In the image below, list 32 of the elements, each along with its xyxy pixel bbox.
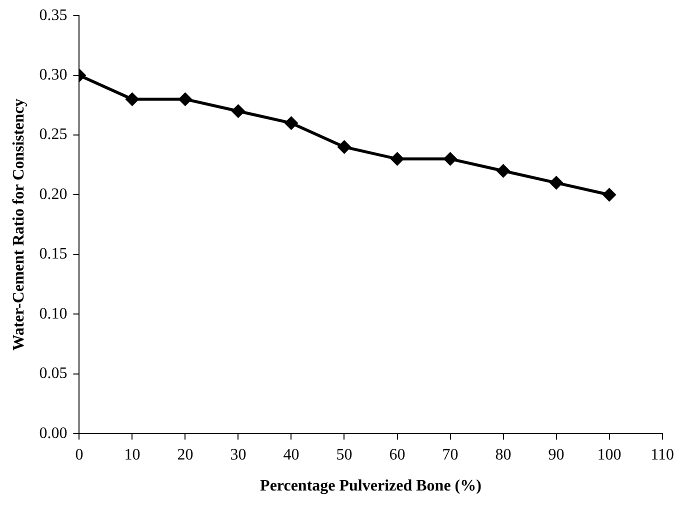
point bbox=[496, 164, 510, 178]
y-tick-label: 0.05 bbox=[39, 365, 68, 382]
point bbox=[231, 104, 246, 118]
point bbox=[602, 188, 616, 202]
y-axis-title: Water-Cement Ratio for Consistency bbox=[10, 98, 28, 351]
point bbox=[178, 92, 192, 106]
y-tick-label: 0.30 bbox=[39, 66, 68, 84]
x-tick-label: 10 bbox=[124, 446, 140, 464]
x-tick-label: 40 bbox=[283, 446, 300, 464]
x-tick-label: 80 bbox=[495, 446, 512, 464]
point bbox=[284, 116, 298, 130]
point bbox=[390, 152, 404, 166]
y-tick-label: 0.10 bbox=[39, 305, 68, 322]
point bbox=[549, 176, 564, 190]
x-tick-label: 50 bbox=[336, 446, 352, 464]
y-tick-label: 0.20 bbox=[39, 186, 68, 203]
y-tick-label: 0.35 bbox=[39, 6, 68, 24]
point bbox=[337, 140, 352, 154]
point bbox=[125, 92, 140, 106]
x-tick-label: 0 bbox=[75, 446, 84, 464]
y-tick-label: 0.00 bbox=[39, 424, 68, 442]
x-tick-label: 70 bbox=[442, 446, 458, 464]
y-tick-label: 0.25 bbox=[39, 126, 68, 144]
x-tick-label: 30 bbox=[230, 446, 246, 464]
y-tick-label: 0.15 bbox=[39, 246, 68, 263]
x-axis-title: Percentage Pulverized Bone (%) bbox=[260, 478, 482, 495]
x-tick-label: 100 bbox=[597, 446, 622, 464]
x-tick-label: 20 bbox=[177, 446, 194, 464]
x-tick-label: 90 bbox=[548, 446, 564, 464]
x-tick-label: 60 bbox=[389, 446, 406, 464]
x-tick-label: 110 bbox=[650, 446, 674, 464]
point bbox=[443, 152, 458, 166]
